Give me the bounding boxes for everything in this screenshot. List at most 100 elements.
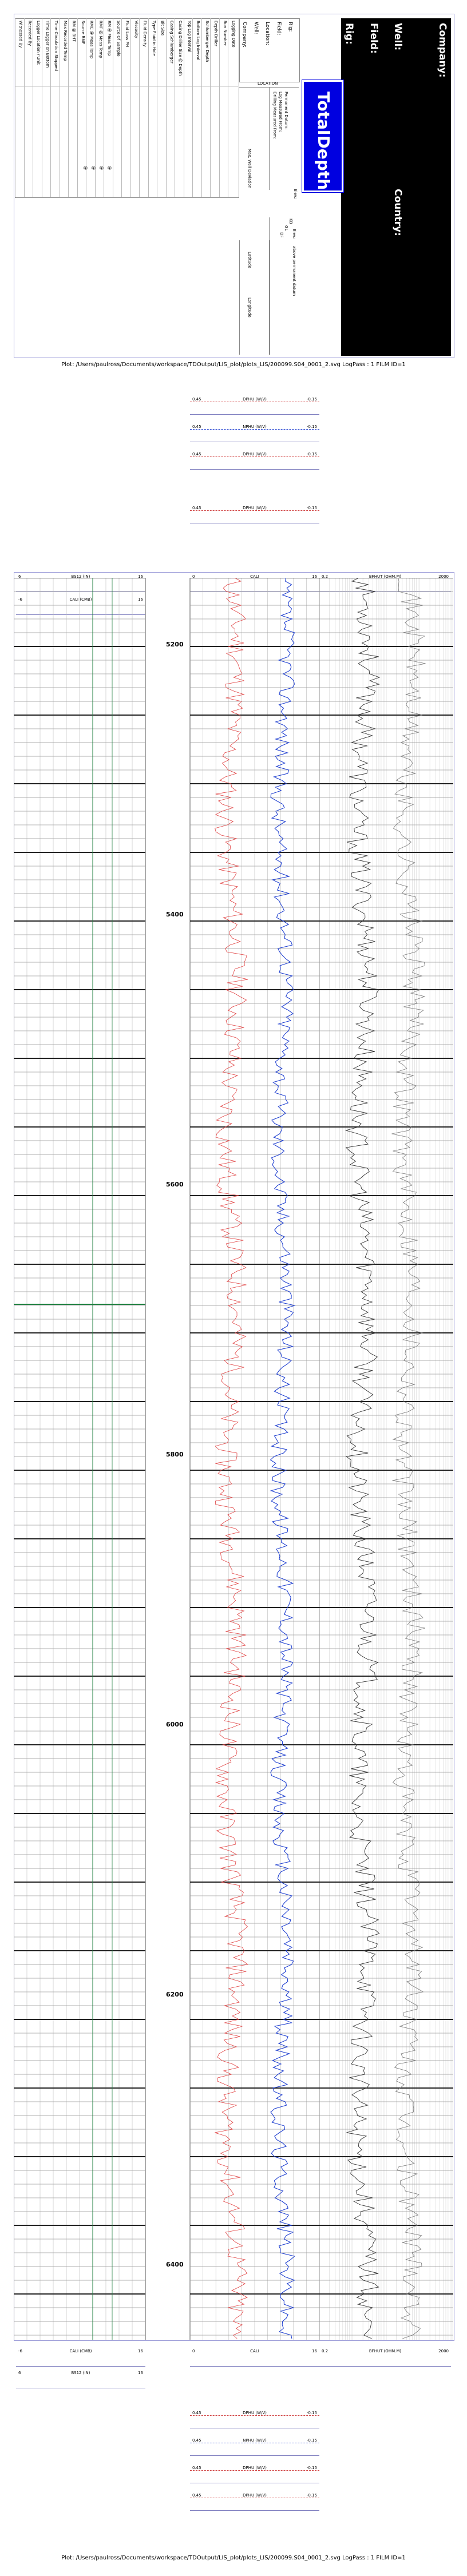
table-row-label: Logging Date [231, 21, 236, 47]
table-row-line [219, 18, 220, 197]
scale-lo: 0.45 [192, 506, 201, 510]
resistivity-shallow-curve [391, 578, 426, 2339]
scale-lo: 0.45 [192, 397, 201, 402]
latlong-box [239, 240, 270, 355]
plot-caption-bottom: Plot: /Users/paulross/Documents/workspac… [61, 2555, 406, 2561]
table-row-label: Recorded By [27, 21, 32, 46]
scale-left-bottom: -6 CALI (CMB) 16 [16, 2341, 145, 2367]
depth-label: 5600 [166, 1181, 184, 1188]
table-row-label: RM @ Meas Temp [107, 21, 112, 56]
country-label: Country: [392, 189, 403, 236]
rig-label: Rig: [343, 23, 355, 45]
elev-label: DF [279, 232, 284, 238]
at-mark: @ [107, 166, 112, 170]
perm-label: Drilling Measured From: [272, 92, 277, 140]
scale-lo: 0.45 [192, 2411, 201, 2415]
scale-lo: 0.45 [192, 452, 201, 457]
scale-left2-bottom: 6 BS12 (IN) 16 [16, 2363, 145, 2388]
bottom-scale-box: 0.45 DPHU (W/V) -0.15 [190, 2403, 319, 2428]
table-row-label: Source Of Sample [116, 21, 121, 57]
log-track-canvas [14, 578, 453, 2340]
scale-line [190, 2415, 319, 2416]
table-row-label: Depth Driller [213, 21, 218, 46]
scale-hi: -0.15 [306, 452, 317, 457]
elev-label: Elev.: [293, 189, 298, 200]
table-row-label: Fluid Loss PH [125, 21, 129, 47]
table-row-line [139, 18, 140, 197]
scale-hi: -0.15 [306, 2466, 317, 2470]
top-scale-box: 0.45 DPHU (W/V) -0.15 [190, 498, 319, 523]
table-row-label: Time Logger on Bottom [45, 21, 50, 68]
scale-name: NPHU (W/V) [243, 2438, 267, 2443]
info-fields-box [239, 18, 300, 82]
at-mark: @ [91, 166, 96, 170]
table-row-label: RMC @ Meas Temp [89, 21, 94, 59]
scale-hi: -0.15 [306, 2438, 317, 2443]
table-row-line [148, 18, 149, 197]
table-row-line [201, 18, 202, 197]
brand-logo: TotalDepth [314, 92, 333, 190]
field-label: Field: [368, 23, 379, 54]
company-label: Company: [437, 23, 448, 78]
table-row-line [68, 18, 69, 197]
table-row-label: Witnessed By [18, 21, 23, 48]
table-row-line [192, 18, 193, 197]
scale-hi: -0.15 [306, 424, 317, 429]
scale-name: NPHU (W/V) [243, 424, 267, 429]
scale-hi: -0.15 [306, 2493, 317, 2498]
top-scale-box: 0.45 NPHU (W/V) -0.15 [190, 416, 319, 442]
table-row-label: RM @ BHT [72, 21, 76, 42]
header-title-block [341, 18, 451, 356]
bottom-scale-box: 0.45 NPHU (W/V) -0.15 [190, 2430, 319, 2456]
depth-label: 6200 [166, 1991, 184, 1998]
table-row-label: Viscosity [133, 21, 138, 38]
depth-label: 5800 [166, 1451, 184, 1458]
depth-label: 5200 [166, 641, 184, 648]
table-row-line [50, 18, 51, 197]
table-row-label: Type Fluid in Hole [151, 21, 156, 56]
scale-name: DPHU (W/V) [243, 2466, 267, 2470]
scale-hi: -0.15 [306, 397, 317, 402]
scale-right-bottom: 0.2 BFHUT (OHM.M) 2000 [319, 2341, 451, 2367]
table-row-label: Fluid Density [143, 21, 147, 47]
table-row-line [77, 18, 78, 197]
datum-box [269, 87, 299, 190]
table-row-label: Logger Location / Unit [36, 21, 41, 65]
table-row-line [94, 18, 96, 197]
info-field: Rig: [287, 22, 293, 32]
scale-name: DPHU (W/V) [243, 397, 267, 402]
location-label: LOCATION [258, 81, 278, 86]
max-dev-label: Max. Well Deviation [247, 149, 252, 189]
info-field: Location: [264, 22, 270, 46]
table-row-label: Max Recorded Temp [62, 21, 68, 61]
table-row-line [121, 18, 122, 197]
elev-box [269, 217, 299, 355]
brand-box [302, 80, 344, 193]
depth-label: 6000 [166, 1721, 184, 1728]
table-row-label: Casing Schlumberger [169, 21, 174, 63]
scale-hi: -0.15 [306, 2411, 317, 2415]
scale-name: DPHU (W/V) [243, 2493, 267, 2498]
scale-line [190, 510, 319, 511]
table-row-label: Time Circulation Stopped [54, 21, 58, 72]
log-header [14, 14, 454, 358]
scale-lo: 0.45 [192, 2493, 201, 2498]
top-scale-box: 0.45 DPHU (W/V) -0.15 [190, 389, 319, 415]
scale-hi: -0.15 [306, 506, 317, 510]
scale-right-top: 0.2 BFHUT (OHM.M) 2000 [319, 566, 451, 592]
well-label: Well: [392, 23, 403, 51]
depth-label: 6400 [166, 2261, 184, 2268]
at-mark: @ [83, 166, 88, 170]
table-row-label: Source RMF [80, 21, 85, 45]
scale-name: DPHU (W/V) [243, 506, 267, 510]
table-row-line [210, 18, 211, 197]
density-porosity-curve [215, 578, 249, 2339]
depth-label: 5400 [166, 911, 184, 918]
table-row-label: Casing Driller Size @ Depth [178, 21, 183, 76]
info-field: Field: [276, 22, 282, 35]
scale-lo: 0.45 [192, 424, 201, 429]
perm-label: Log Measured From: [278, 92, 283, 132]
table-row-label: RMF @ Meas Temp [98, 21, 103, 58]
table-row-line [165, 18, 167, 197]
info-field: Well: [253, 22, 259, 34]
